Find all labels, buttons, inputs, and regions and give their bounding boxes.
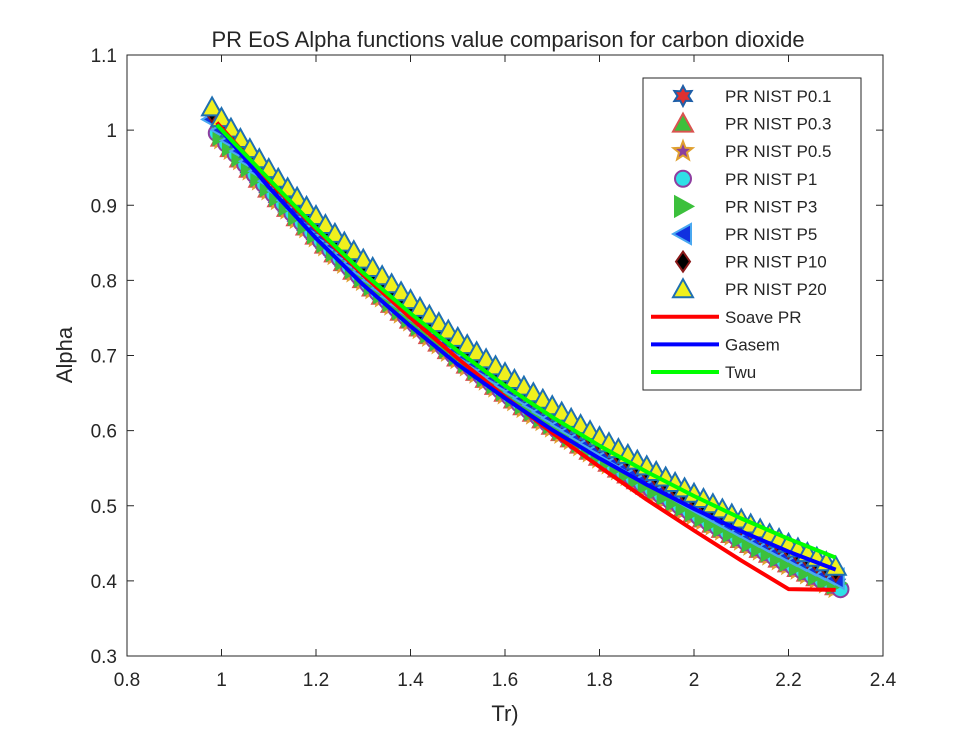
legend-label: PR NIST P20 xyxy=(725,280,827,299)
legend-item: PR NIST P5 xyxy=(670,222,817,246)
legend-item: Twu xyxy=(651,363,756,382)
y-tick-label: 0.3 xyxy=(91,647,117,668)
lines-layer xyxy=(215,121,837,592)
legend-label: PR NIST P5 xyxy=(725,225,817,244)
ticks-layer: 0.8 1 1.2 1.4 1.6 1.8 2 2.2 2.4 0.3 0.4 0.5 0.6 0.7 0.… xyxy=(91,46,897,691)
legend-marker xyxy=(670,138,696,162)
legend-item: PR NIST P1 xyxy=(674,169,817,189)
x-tick-label: 1.6 xyxy=(492,670,518,691)
y-tick-label: 0.9 xyxy=(91,196,117,217)
data-point xyxy=(351,247,375,269)
data-point xyxy=(398,288,423,310)
y-tick-label: 0.8 xyxy=(91,271,117,292)
x-tick-label: 0.8 xyxy=(114,670,140,691)
data-point xyxy=(370,264,394,286)
data-point xyxy=(379,272,404,294)
x-tick-label: 1.8 xyxy=(586,670,612,691)
y-tick-label: 1.1 xyxy=(91,46,117,67)
data-point xyxy=(200,95,224,117)
data-point xyxy=(342,239,366,261)
legend-marker xyxy=(672,83,694,109)
x-tick-label: 1.2 xyxy=(303,670,329,691)
chart-title: PR EoS Alpha functions value comparison … xyxy=(211,27,804,52)
legend-marker xyxy=(671,111,695,133)
data-point xyxy=(417,303,442,325)
legend-label: Gasem xyxy=(725,335,780,354)
y-tick-label: 0.7 xyxy=(91,347,117,368)
data-point xyxy=(323,221,347,243)
data-point xyxy=(389,280,413,302)
legend-item: PR NIST P10 xyxy=(674,249,827,274)
data-point xyxy=(408,295,432,317)
y-axis-label: Alpha xyxy=(52,326,77,383)
legend-item: PR NIST P0.1 xyxy=(672,83,831,109)
x-tick-label: 1.4 xyxy=(397,670,424,691)
legend-label: PR NIST P1 xyxy=(725,170,817,189)
x-tick-label: 1 xyxy=(216,670,227,691)
data-point xyxy=(304,204,328,226)
y-tick-label: 0.4 xyxy=(91,572,118,593)
legend-item: PR NIST P0.3 xyxy=(671,111,831,134)
legend-item: PR NIST P0.5 xyxy=(670,138,831,162)
legend-marker xyxy=(674,249,692,274)
line-series-2 xyxy=(215,123,837,560)
legend-marker xyxy=(674,169,692,188)
y-tick-label: 0.6 xyxy=(91,422,117,443)
legend-label: PR NIST P3 xyxy=(725,197,817,216)
legend-marker xyxy=(670,222,692,246)
legend-items: PR NIST P0.1 PR NIST P0.3 PR NIST P0.5 PR N… xyxy=(651,83,831,382)
y-tick-label: 0.5 xyxy=(91,497,117,518)
data-point xyxy=(361,255,385,277)
legend-marker xyxy=(674,194,696,219)
legend-label: PR NIST P0.3 xyxy=(725,115,831,134)
legend-item: Gasem xyxy=(651,335,780,354)
legend-label: PR NIST P10 xyxy=(725,253,827,272)
legend: PR NIST P0.1 PR NIST P0.3 PR NIST P0.5 PR N… xyxy=(642,77,862,391)
x-axis-label: Tr) xyxy=(491,701,518,726)
legend-item: PR NIST P20 xyxy=(671,277,827,299)
legend-label: PR NIST P0.1 xyxy=(725,87,831,106)
y-tick-label: 1 xyxy=(106,121,117,142)
x-tick-label: 2.2 xyxy=(775,670,801,691)
legend-label: PR NIST P0.5 xyxy=(725,142,831,161)
legend-marker xyxy=(671,277,695,299)
legend-item: Soave PR xyxy=(651,308,802,327)
legend-item: PR NIST P3 xyxy=(674,194,817,219)
x-tick-label: 2.4 xyxy=(870,670,897,691)
data-point xyxy=(332,230,357,252)
line-series-1 xyxy=(215,123,837,572)
legend-label: Soave PR xyxy=(725,308,802,327)
x-tick-label: 2 xyxy=(689,670,700,691)
legend-label: Twu xyxy=(725,363,756,382)
data-point xyxy=(313,213,338,235)
